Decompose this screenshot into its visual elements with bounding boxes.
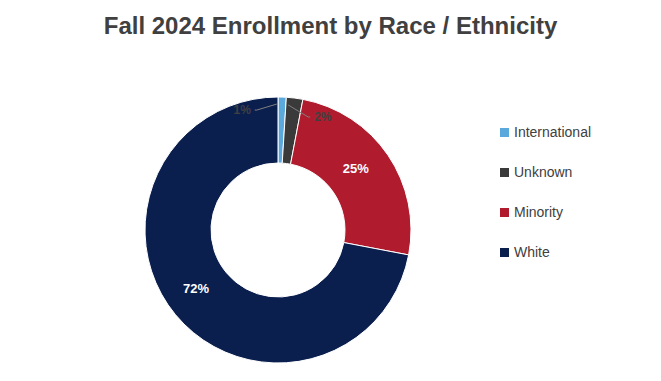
html-text:White: White: [514, 244, 550, 260]
svg-text:72%: 72%: [183, 281, 209, 296]
svg-text:25%: 25%: [343, 161, 369, 176]
svg-text:2%: 2%: [314, 110, 332, 124]
html-text:Fall 2024 Enrollment by Race /: Fall 2024 Enrollment by Race / Ethnicity: [103, 12, 558, 39]
svg-text:1%: 1%: [233, 103, 251, 117]
html-text:Minority: Minority: [514, 204, 563, 220]
html-text:Unknown: Unknown: [514, 164, 573, 180]
html-text:International: International: [514, 124, 592, 140]
